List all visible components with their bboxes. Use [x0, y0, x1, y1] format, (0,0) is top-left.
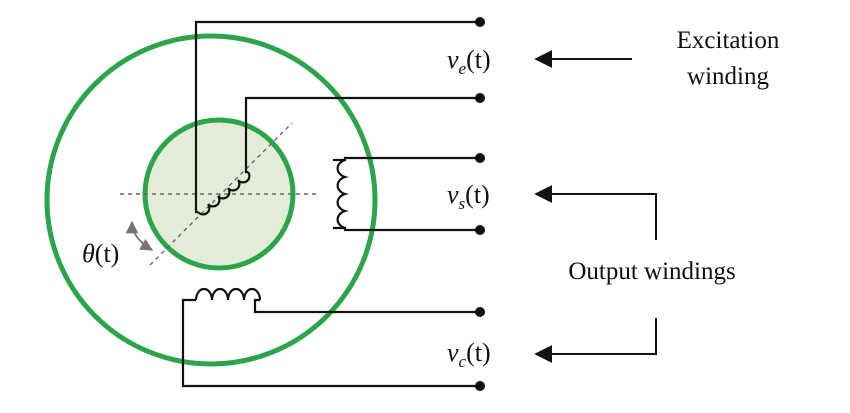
- theta-label: θ(t): [82, 239, 119, 268]
- excitation-wire-top: [194, 20, 480, 214]
- terminal-vc-bottom: [475, 381, 485, 391]
- cosine-wire-bottom: [181, 298, 480, 388]
- terminal-ve-bottom: [475, 93, 485, 103]
- terminal-ve-top: [475, 17, 485, 27]
- rotor-coil: [197, 171, 251, 216]
- sine-wire-top: [333, 156, 480, 162]
- terminal-vs-top: [475, 153, 485, 163]
- excitation-label-line1: Excitation: [677, 27, 780, 54]
- vs-label: vs(t): [447, 180, 490, 213]
- excitation-label-line2: winding: [687, 63, 769, 90]
- terminal-vc-top: [475, 307, 485, 317]
- sine-wire-bottom: [333, 226, 480, 232]
- angle-arrow: [125, 220, 154, 251]
- vc-label: vc(t): [447, 338, 491, 371]
- output-windings-label: Output windings: [568, 258, 735, 285]
- output-arrow-sine: [534, 185, 657, 240]
- stator-ring: [44, 33, 378, 367]
- cosine-coil: [194, 287, 262, 301]
- sine-coil: [336, 158, 350, 230]
- excitation-wire-bottom: [244, 96, 480, 174]
- terminal-vs-bottom: [475, 225, 485, 235]
- ve-label: ve(t): [447, 45, 491, 78]
- output-arrow-cosine: [534, 318, 657, 363]
- cosine-wire-top: [253, 298, 480, 314]
- rotor-angle-axis: [149, 122, 293, 266]
